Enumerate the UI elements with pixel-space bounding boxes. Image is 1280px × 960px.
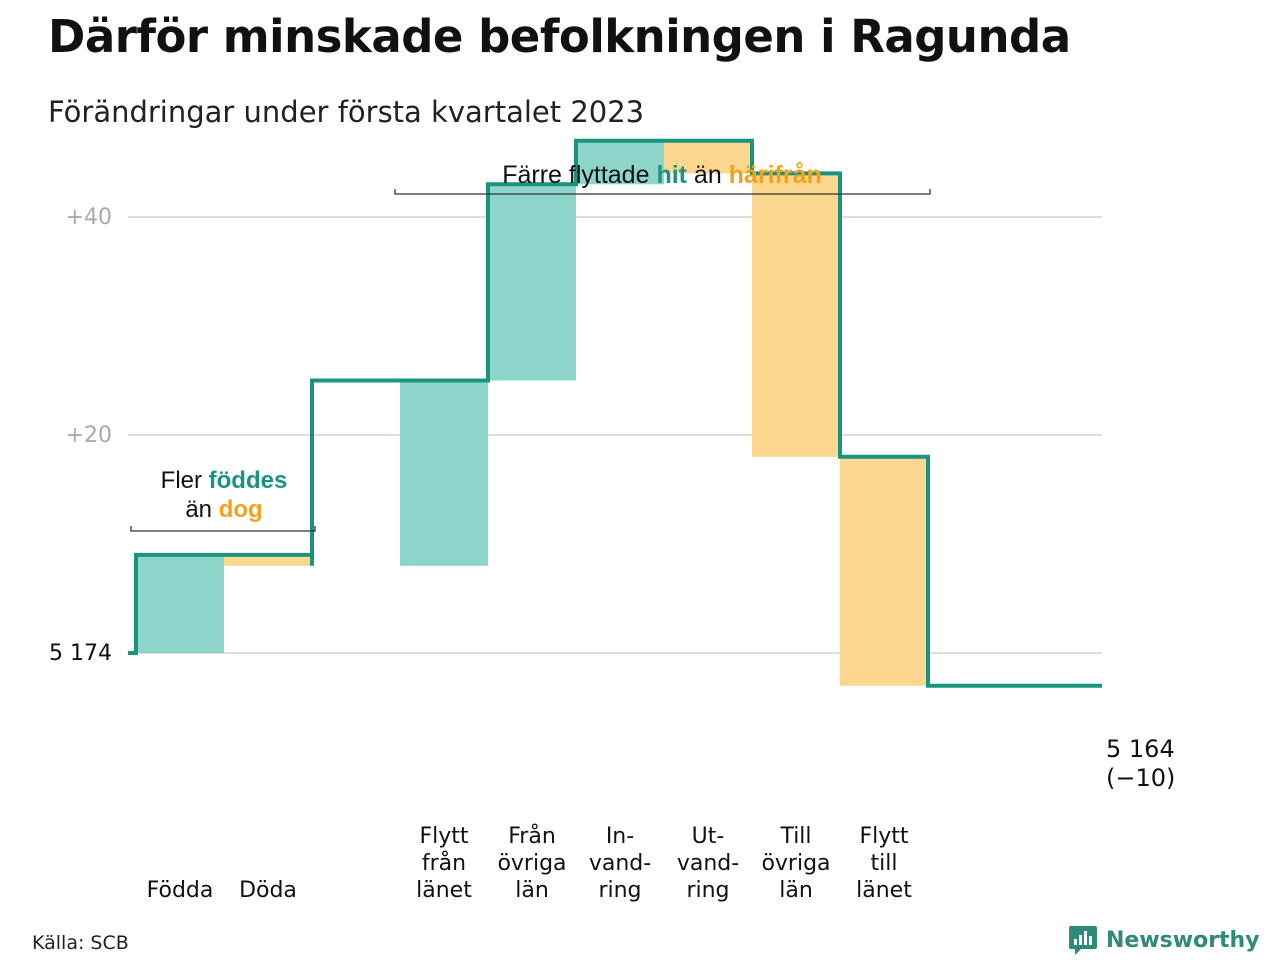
- brand-logo[interactable]: Newsworthy: [1068, 924, 1260, 956]
- source-note: Källa: SCB: [32, 932, 129, 954]
- bar-loss: [224, 554, 312, 566]
- chart-title: Därför minskade befolkningen i Ragunda: [48, 10, 1071, 63]
- category-label: Döda: [239, 878, 297, 903]
- running-total-line: [128, 138, 1102, 688]
- end-value-label: 5 164: [1106, 735, 1175, 763]
- chart-subtitle: Förändringar under första kvartalet 2023: [48, 95, 645, 129]
- bar-loss: [752, 173, 840, 457]
- category-label: Flytt från länet: [416, 824, 472, 903]
- brand-name: Newsworthy: [1106, 927, 1260, 953]
- y-tick-label: 5 174: [49, 641, 112, 666]
- y-tick-label: +40: [66, 205, 112, 230]
- bar-gain: [136, 554, 224, 653]
- category-label: Till övriga län: [761, 824, 830, 903]
- category-label: Flytt till länet: [856, 824, 912, 903]
- bar-gain: [400, 380, 488, 566]
- bar-loss: [664, 140, 752, 174]
- end-change-label: (−10): [1106, 764, 1175, 792]
- annotation-bracket: [394, 189, 931, 195]
- bar-chart-speech-bubble-icon: [1069, 926, 1097, 955]
- category-label: Ut-vand-ring: [677, 824, 739, 903]
- category-label: Födda: [147, 878, 214, 903]
- annotation-migration: Färre flyttade hit än härifrån: [502, 161, 822, 189]
- y-tick-label: +20: [66, 423, 112, 448]
- annotation-births-deaths: Fler föddes än dog: [161, 467, 288, 523]
- bar-gain: [488, 184, 576, 381]
- category-label: In-vand-ring: [589, 824, 651, 903]
- bar-loss: [840, 456, 928, 686]
- bar-gain: [576, 140, 664, 185]
- category-label: Från övriga län: [497, 823, 566, 903]
- annotation-bracket: [130, 526, 316, 532]
